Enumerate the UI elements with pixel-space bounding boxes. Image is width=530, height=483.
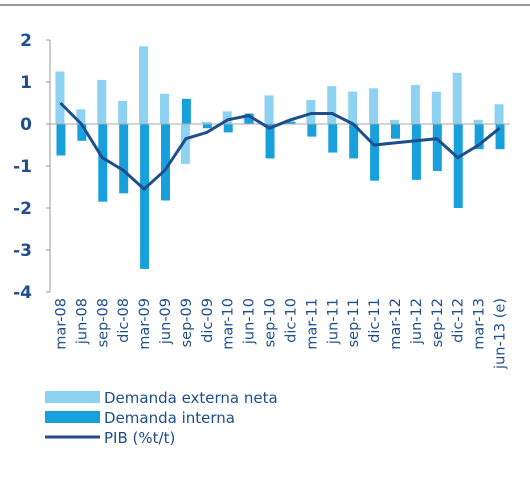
x-tick-label: mar-09	[137, 298, 153, 350]
bar	[306, 100, 316, 124]
x-tick-label: dic-10	[283, 298, 299, 343]
bar	[265, 124, 275, 159]
bar	[390, 119, 399, 124]
x-tick-label: jun-13 (e)	[493, 298, 509, 370]
x-tick-label: mar-08	[53, 298, 69, 350]
bar	[328, 124, 338, 153]
y-tick-label: -2	[13, 199, 32, 219]
bar	[369, 88, 379, 124]
legend-label: Demanda interna	[104, 409, 235, 427]
line	[59, 101, 501, 192]
y-tick-label: -4	[13, 283, 32, 303]
x-tick-label: mar-10	[221, 298, 237, 350]
bar	[222, 111, 232, 124]
y-tick-label: -3	[13, 241, 32, 261]
bar	[161, 124, 170, 201]
x-tick-label: sep-12	[430, 298, 446, 347]
x-tick-label: jun-10	[242, 298, 258, 345]
bar	[98, 124, 108, 202]
bar	[286, 121, 296, 124]
bar	[474, 124, 484, 150]
bar	[432, 124, 442, 172]
x-tick-label: mar-11	[304, 298, 320, 350]
bar	[180, 124, 190, 164]
y-tick-label: -1	[13, 157, 32, 177]
x-tick-label: jun-08	[74, 298, 90, 345]
bar	[349, 124, 359, 159]
bar	[307, 124, 317, 137]
x-tick-label: jun-12	[409, 298, 425, 345]
x-tick-label: jun-11	[325, 298, 341, 345]
x-tick-label: mar-12	[388, 298, 404, 350]
bar	[494, 104, 504, 124]
bar	[370, 124, 380, 181]
bar	[244, 113, 254, 124]
bar	[119, 124, 129, 194]
bar	[97, 79, 107, 124]
x-tick-label: dic-08	[116, 298, 132, 343]
bar	[140, 124, 150, 269]
legend-swatch	[45, 391, 100, 403]
bar	[348, 91, 358, 124]
bar	[264, 95, 274, 124]
x-tick-label: sep-10	[263, 298, 279, 347]
x-tick-label: sep-11	[346, 298, 362, 347]
bar	[181, 98, 191, 124]
y-tick-label: 0	[20, 115, 32, 135]
bar	[223, 124, 233, 133]
bar	[160, 93, 169, 124]
bar	[76, 109, 86, 124]
bar	[473, 119, 483, 124]
bar	[139, 46, 149, 124]
bar	[495, 124, 505, 150]
bar	[410, 84, 420, 124]
bar	[453, 124, 463, 208]
x-tick-label: dic-09	[200, 298, 216, 343]
legend-label: PIB (%t/t)	[104, 429, 175, 447]
y-tick-label: 2	[20, 31, 32, 51]
bar	[202, 124, 212, 129]
x-tick-label: dic-12	[451, 298, 467, 343]
bar	[391, 124, 400, 139]
x-tick-label: sep-09	[179, 298, 195, 347]
bar	[452, 72, 462, 124]
bar	[431, 91, 441, 124]
bar	[327, 86, 337, 124]
bar	[411, 124, 421, 180]
bar	[118, 100, 128, 124]
bar	[77, 124, 87, 141]
bar	[55, 71, 65, 124]
y-tick-label: 1	[20, 73, 32, 93]
legend-label: Demanda externa neta	[104, 389, 278, 407]
bar	[56, 124, 66, 156]
x-tick-label: dic-11	[367, 298, 383, 343]
legend-swatch	[45, 411, 100, 423]
x-tick-label: mar-13	[472, 298, 488, 350]
x-tick-label: jun-09	[158, 298, 174, 345]
bar	[201, 121, 211, 124]
x-tick-label: sep-08	[95, 298, 111, 347]
